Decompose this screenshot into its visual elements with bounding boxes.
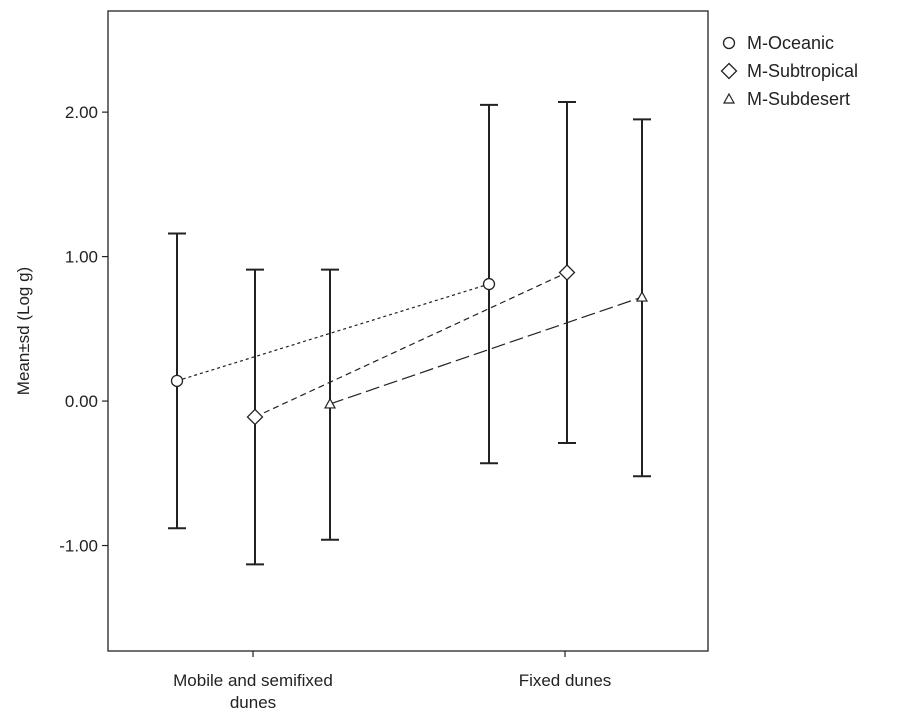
series-line bbox=[254, 271, 568, 418]
legend-item: M-Subtropical bbox=[720, 61, 858, 81]
data-point bbox=[635, 290, 649, 302]
legend-item: M-Subdesert bbox=[722, 89, 850, 109]
legend-label: M-Oceanic bbox=[747, 33, 834, 53]
data-point bbox=[323, 397, 337, 409]
legend-label: M-Subtropical bbox=[747, 61, 858, 81]
data-point bbox=[558, 264, 576, 281]
series-line bbox=[329, 296, 643, 405]
x-axis: Mobile and semifixed dunes Fixed dunes bbox=[173, 651, 611, 712]
plot-frame bbox=[107, 10, 709, 652]
y-axis: -1.00 0.00 1.00 2.00 bbox=[59, 103, 108, 556]
legend-marker bbox=[722, 92, 736, 104]
x-tick-label: Mobile and semifixed dunes bbox=[173, 671, 333, 712]
x-tick-label: Fixed dunes bbox=[519, 671, 612, 690]
series-m-subdesert bbox=[321, 118, 651, 541]
legend-marker bbox=[720, 62, 738, 80]
y-tick-label: 2.00 bbox=[65, 103, 98, 122]
legend: M-Oceanic M-Subtropical M-Subdesert bbox=[720, 33, 858, 109]
legend-marker bbox=[722, 36, 736, 50]
data-point bbox=[246, 408, 264, 426]
y-tick-label: 1.00 bbox=[65, 248, 98, 267]
legend-label: M-Subdesert bbox=[747, 89, 850, 109]
data-point bbox=[170, 374, 184, 387]
legend-item: M-Oceanic bbox=[722, 33, 834, 53]
series-line bbox=[176, 283, 490, 382]
y-tick-label: -1.00 bbox=[59, 537, 98, 556]
series-m-subtropical bbox=[246, 101, 576, 566]
data-point bbox=[482, 277, 496, 291]
series-m-oceanic bbox=[168, 103, 498, 530]
y-tick-label: 0.00 bbox=[65, 392, 98, 411]
series-layer bbox=[168, 101, 651, 566]
y-axis-label: Mean±sd (Log g) bbox=[14, 267, 33, 395]
